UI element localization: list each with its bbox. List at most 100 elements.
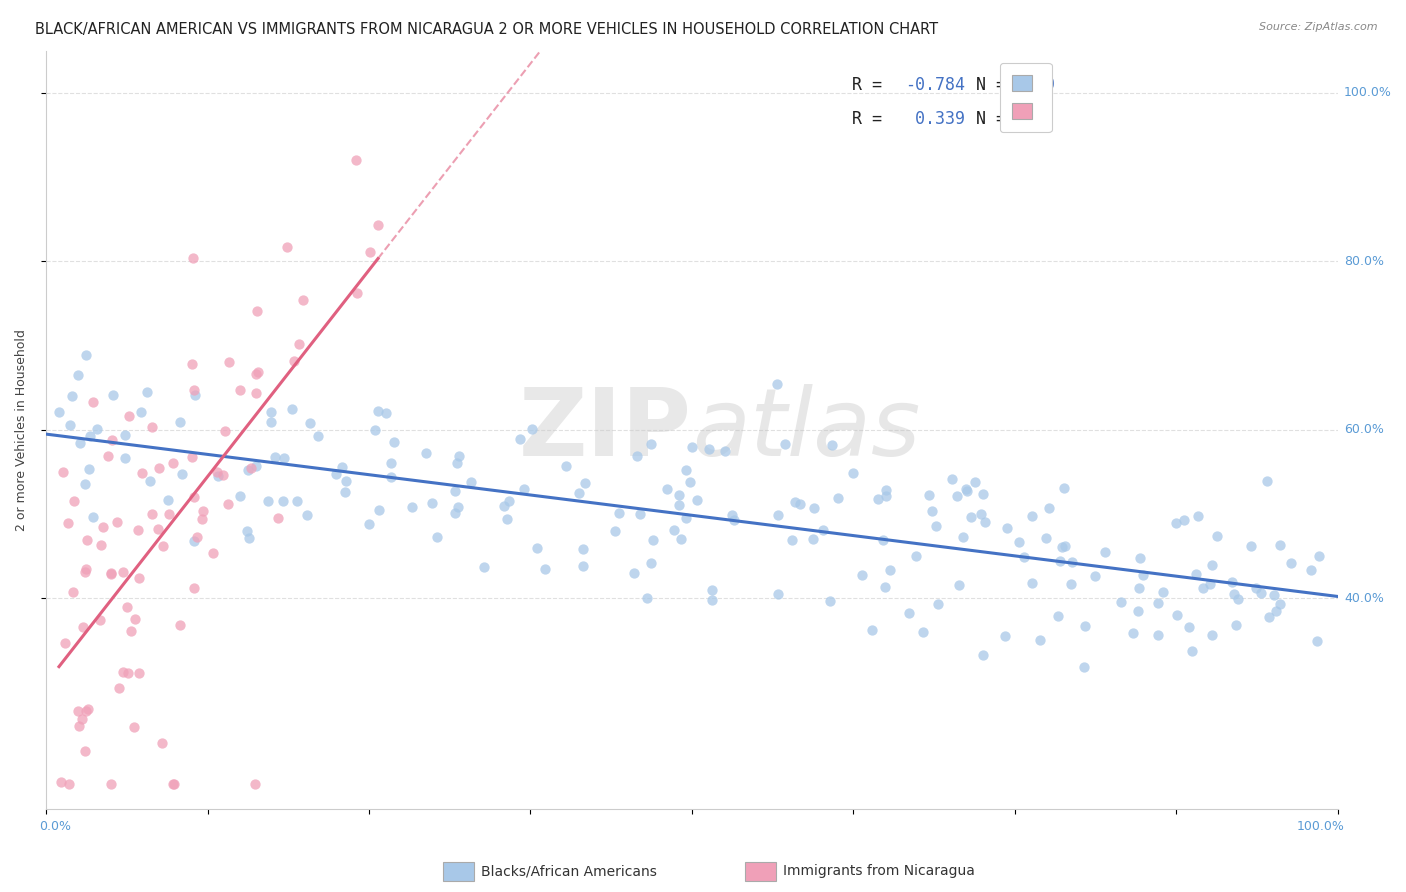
Point — [446, 456, 468, 470]
Text: 100.0%: 100.0% — [1344, 87, 1392, 99]
Point — [330, 460, 353, 475]
Point — [60, 389, 83, 403]
Point — [1109, 595, 1132, 609]
Point — [229, 489, 252, 503]
Point — [288, 336, 311, 351]
Point — [52, 465, 75, 479]
Point — [426, 530, 449, 544]
Point — [1073, 660, 1095, 674]
Point — [346, 285, 368, 300]
Point — [1060, 555, 1083, 569]
Point — [127, 523, 149, 537]
Point — [700, 593, 723, 607]
Text: Source: ZipAtlas.com: Source: ZipAtlas.com — [1260, 22, 1378, 32]
Point — [1028, 632, 1050, 647]
Point — [1094, 545, 1116, 559]
Point — [283, 353, 305, 368]
Point — [101, 388, 124, 402]
Point — [367, 503, 389, 517]
Point — [214, 424, 236, 438]
Point — [955, 482, 977, 496]
Point — [90, 538, 112, 552]
Point — [238, 463, 260, 477]
Point — [401, 500, 423, 515]
Point — [679, 475, 702, 489]
Point — [1084, 569, 1107, 583]
Point — [136, 385, 159, 400]
Point — [860, 623, 883, 637]
Point — [1299, 563, 1322, 577]
Point — [714, 443, 737, 458]
Point — [380, 456, 402, 470]
Point — [205, 465, 228, 479]
Point — [681, 440, 703, 454]
Point — [1146, 628, 1168, 642]
Point — [239, 460, 262, 475]
Point — [114, 428, 136, 442]
Point — [534, 561, 557, 575]
Point — [76, 533, 98, 547]
Point — [879, 563, 901, 577]
Point — [1257, 609, 1279, 624]
Point — [1244, 581, 1267, 595]
Point — [246, 304, 269, 318]
Point — [1263, 588, 1285, 602]
Point — [1021, 576, 1043, 591]
Point — [904, 549, 927, 563]
Point — [260, 404, 283, 418]
Point — [447, 500, 470, 514]
Point — [364, 423, 387, 437]
Point — [183, 384, 205, 398]
Point — [1308, 549, 1330, 563]
Text: atlas: atlas — [692, 384, 920, 475]
Point — [77, 461, 100, 475]
Point — [77, 702, 100, 716]
Point — [245, 777, 267, 791]
Point — [1206, 529, 1229, 543]
Text: R =: R = — [852, 76, 891, 94]
Point — [89, 613, 111, 627]
Point — [276, 240, 298, 254]
Point — [48, 404, 70, 418]
Text: 0.0%: 0.0% — [39, 821, 72, 833]
Point — [827, 491, 849, 505]
Point — [1047, 608, 1070, 623]
Text: ZIP: ZIP — [519, 384, 692, 476]
Point — [520, 422, 543, 436]
Point — [112, 565, 135, 579]
Legend: , : , — [1000, 62, 1052, 132]
Point — [281, 402, 304, 417]
Point — [1220, 574, 1243, 589]
Point — [299, 416, 322, 430]
Point — [444, 483, 467, 498]
Point — [1052, 540, 1074, 554]
Point — [1166, 516, 1188, 530]
Point — [157, 493, 180, 508]
Point — [180, 357, 202, 371]
Point — [952, 530, 974, 544]
Point — [162, 456, 184, 470]
Point — [872, 533, 894, 548]
Point — [1225, 617, 1247, 632]
Y-axis label: 2 or more Vehicles in Household: 2 or more Vehicles in Household — [15, 329, 28, 531]
Point — [325, 467, 347, 482]
Point — [1073, 619, 1095, 633]
Point — [246, 365, 269, 379]
Point — [238, 531, 260, 545]
Point — [183, 491, 205, 505]
Point — [1053, 540, 1076, 554]
Point — [380, 470, 402, 484]
Point — [1187, 508, 1209, 523]
Point — [668, 487, 690, 501]
Point — [640, 557, 662, 571]
Point — [994, 629, 1017, 643]
Point — [995, 521, 1018, 535]
Point — [307, 429, 329, 443]
Point — [1152, 584, 1174, 599]
Point — [498, 493, 520, 508]
Point — [273, 493, 295, 508]
Point — [86, 422, 108, 436]
Point — [1268, 538, 1291, 552]
Point — [375, 406, 398, 420]
Point — [112, 665, 135, 679]
